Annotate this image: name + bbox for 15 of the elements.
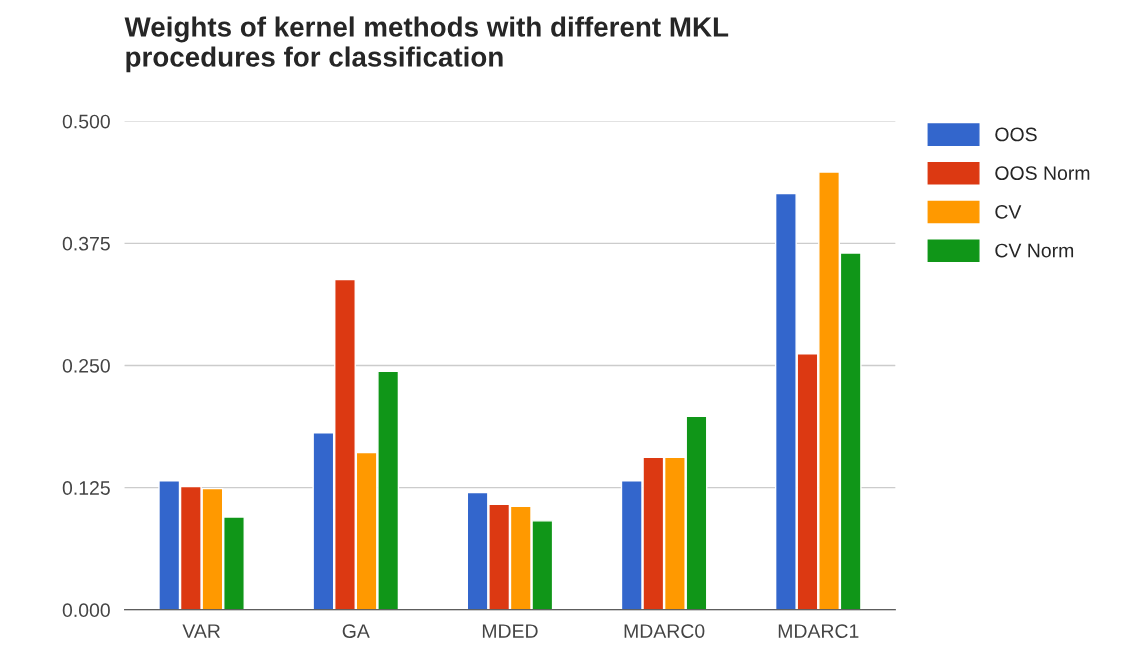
y-tick-label: 0.000 <box>62 603 110 618</box>
x-tick-label: GA <box>342 624 370 638</box>
legend-label: CV <box>995 204 1022 219</box>
y-tick-label: 0.125 <box>62 481 110 495</box>
chart-title: Weights of kernel methods with different MKL procedures for classification <box>124 16 729 73</box>
x-tick-label: MDARC1 <box>778 624 859 638</box>
x-tick-label: MDARC0 <box>624 624 705 638</box>
legend-label: OOS Norm <box>995 166 1090 181</box>
x-tick-label: MDED <box>482 624 538 638</box>
legend-label: OOS <box>995 127 1037 142</box>
legend-label: CV Norm <box>995 243 1074 258</box>
y-tick-label: 0.250 <box>62 358 110 373</box>
x-tick-label: VAR <box>182 624 220 638</box>
y-tick-label: 0.500 <box>62 114 110 129</box>
y-tick-label: 0.375 <box>62 236 110 251</box>
